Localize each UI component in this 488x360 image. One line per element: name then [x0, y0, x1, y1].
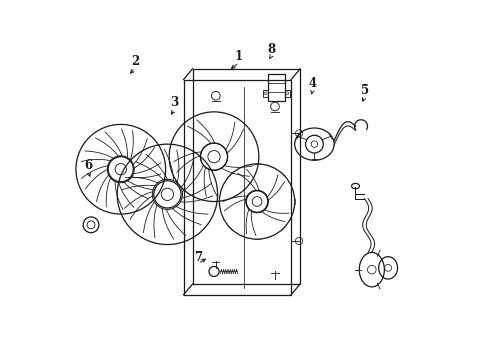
Text: 4: 4: [308, 77, 316, 90]
Text: 5: 5: [360, 84, 368, 97]
Text: 1: 1: [235, 50, 243, 63]
Bar: [263, 90, 267, 97]
Text: 7: 7: [193, 251, 202, 264]
Bar: [285, 90, 289, 97]
Text: 8: 8: [267, 42, 275, 55]
Text: 2: 2: [131, 55, 139, 68]
Bar: [267, 74, 285, 101]
Text: 6: 6: [84, 159, 92, 172]
Text: 3: 3: [170, 96, 178, 109]
